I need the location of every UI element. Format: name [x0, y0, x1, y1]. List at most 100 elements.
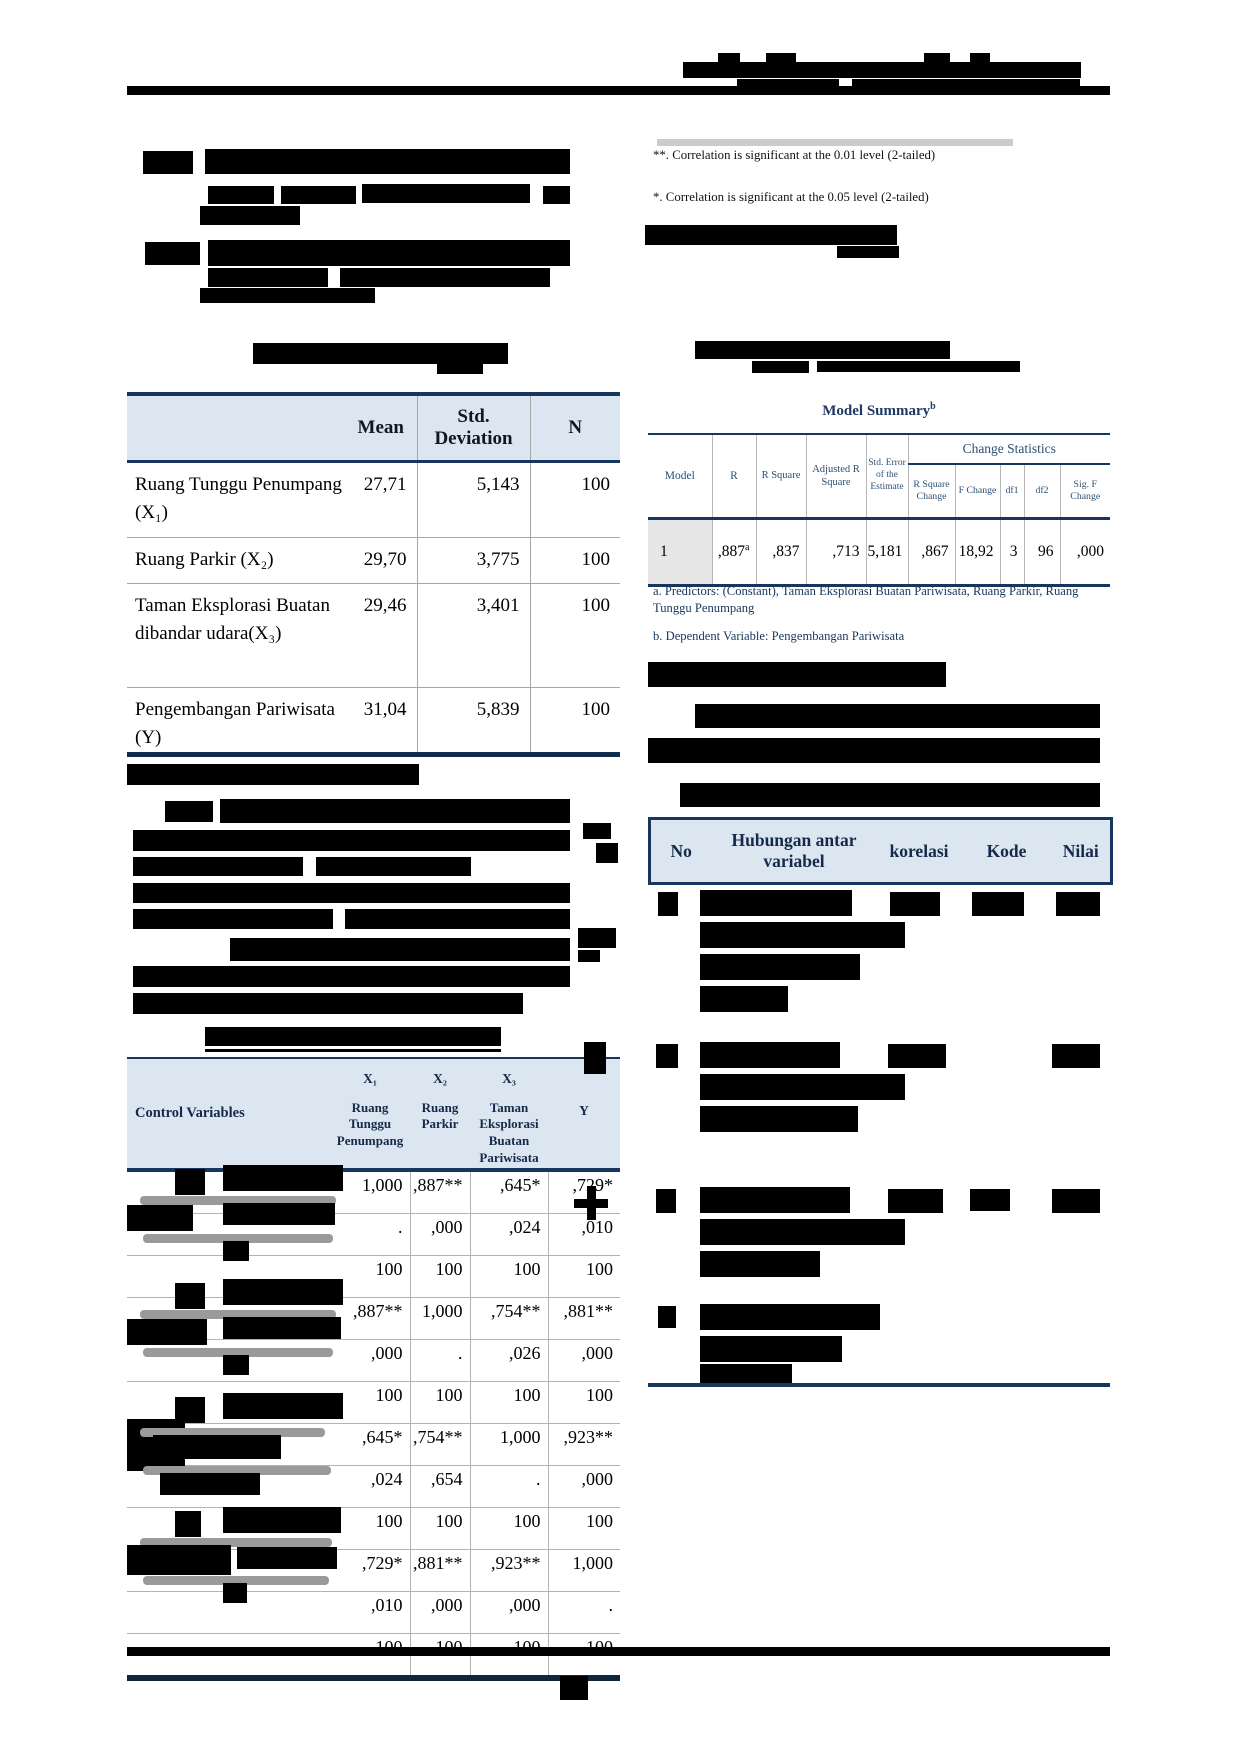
redaction-cell	[700, 1304, 880, 1330]
corr-cell: ,923**	[547, 1423, 620, 1467]
ms-col-r: R	[711, 433, 756, 519]
redaction-caption	[437, 363, 483, 374]
desc-n: 100	[529, 461, 620, 538]
corr-cell: ,010	[330, 1591, 410, 1635]
ms-std-error-value: 5,181	[865, 517, 908, 587]
corr-col-x1: X₁ Ruang Tunggu Penumpang	[330, 1056, 410, 1173]
redaction-cell	[700, 922, 905, 948]
redaction-sublabel	[140, 1310, 336, 1319]
corr-cell: ,000	[409, 1591, 470, 1635]
redaction-row-label	[223, 1165, 343, 1191]
significance-note-01: **. Correlation is significant at the 0.…	[653, 148, 936, 162]
desc-row-label: Pengembangan Pariwisata (Y)	[127, 687, 345, 758]
redaction-sublabel	[140, 1538, 332, 1547]
corr-cell: 100	[547, 1255, 620, 1299]
ms-f-change-value: 18,92	[954, 517, 1000, 587]
corr-cell: .	[409, 1339, 470, 1383]
redaction-margin-mark	[578, 950, 600, 962]
redaction-row-label	[175, 1511, 201, 1537]
model-summary-title: Model Summaryb	[822, 401, 936, 419]
redaction-text	[281, 186, 356, 204]
desc-mean: 29,46	[345, 583, 417, 688]
corr-cell: 100	[409, 1381, 470, 1425]
redaction-text	[200, 288, 375, 303]
desc-col-mean: Mean	[345, 392, 417, 463]
redaction-cell	[700, 986, 788, 1012]
redaction-caption	[205, 1027, 501, 1046]
redaction-sublabel	[143, 1466, 331, 1475]
corr-cell: 1,000	[547, 1549, 620, 1593]
redaction-heading	[645, 225, 897, 245]
corr-cell: ,000	[330, 1339, 410, 1383]
redaction-header	[737, 79, 839, 88]
corr-cell: .	[330, 1213, 410, 1257]
redaction-heading	[837, 246, 899, 258]
ms-col-model: Model	[648, 433, 712, 519]
corr-col-y-sym: Y	[579, 1103, 589, 1118]
relation-summary-table: No Hubungan antar variabel korelasi Kode…	[648, 817, 1113, 885]
desc-col-std: Std. Deviation	[416, 392, 530, 463]
corr-col-x3-sym: X₃	[502, 1071, 516, 1086]
corr-cell: ,881**	[547, 1297, 620, 1341]
redaction-row-label	[237, 1547, 337, 1569]
desc-n: 100	[529, 583, 620, 688]
redaction-caption	[695, 341, 950, 359]
corr-cell: ,024	[469, 1213, 548, 1257]
corr-col-x2-name: Ruang Parkir	[421, 1099, 459, 1132]
redaction-cell	[658, 892, 678, 916]
redaction-header	[683, 62, 1081, 78]
corr-cell: ,024	[330, 1465, 410, 1509]
redaction-cell	[700, 1187, 850, 1213]
redaction-header	[970, 53, 990, 64]
corr-cell: ,887**	[330, 1297, 410, 1341]
ms-sig-f-change-value: ,000	[1059, 517, 1111, 587]
corr-cell: ,000	[469, 1591, 548, 1635]
redaction-cell	[888, 1044, 946, 1068]
corr-col-x3: X₃ Taman Eksplorasi Buatan Pariwisata	[470, 1056, 548, 1173]
redaction-cell	[888, 1189, 943, 1213]
redaction-sublabel	[140, 1196, 336, 1205]
redaction-row-label	[223, 1507, 341, 1533]
redaction-row-label	[175, 1169, 205, 1195]
redaction-margin-mark	[596, 843, 618, 863]
corr-cell: 1,000	[330, 1170, 410, 1215]
redaction-text	[680, 783, 1100, 807]
redaction-text	[133, 966, 570, 987]
redaction-text	[543, 186, 570, 204]
redaction-margin-mark	[578, 928, 616, 948]
ms-r-square-value: ,837	[755, 517, 806, 587]
desc-std: 3,401	[416, 583, 530, 688]
redaction-row-label	[223, 1583, 247, 1603]
corr-cell: 100	[330, 1381, 410, 1425]
corr-row-label	[127, 1633, 330, 1682]
ms-col-adj-r-square: Adjusted R Square	[805, 433, 866, 519]
redaction-text	[316, 857, 471, 876]
ms-group-change-statistics: Change Statistics	[907, 433, 1111, 464]
desc-mean: 31,04	[345, 687, 417, 758]
redaction-cell	[700, 1106, 858, 1132]
corr-cell: 100	[409, 1507, 470, 1551]
corr-col-x2: X₂ Ruang Parkir	[410, 1056, 470, 1173]
desc-mean: 27,71	[345, 461, 417, 538]
redaction-text	[345, 909, 570, 929]
corr-col-x1-name: Ruang Tunggu Penumpang	[336, 1099, 404, 1149]
redaction-cell	[700, 1219, 905, 1245]
desc-mean: 29,70	[345, 537, 417, 584]
corr-cell: ,000	[547, 1465, 620, 1509]
corr-cell: 100	[547, 1507, 620, 1551]
redaction-text	[208, 268, 328, 287]
redaction-text	[695, 704, 1100, 728]
corr-cell: ,000	[409, 1213, 470, 1257]
significance-note-05: *. Correlation is significant at the 0.0…	[653, 190, 929, 204]
corr-cell: 100	[409, 1255, 470, 1299]
corr-cell: 100	[547, 1381, 620, 1425]
rel-col-no: No	[648, 817, 712, 885]
redaction-cell	[700, 1042, 840, 1068]
corr-cell: ,887**	[409, 1170, 470, 1215]
redaction-cell	[700, 1251, 820, 1277]
redaction-text	[143, 151, 193, 174]
redaction-row-label	[223, 1393, 343, 1419]
corr-cell: ,645*	[330, 1423, 410, 1467]
corr-cell: ,881**	[409, 1549, 470, 1593]
ms-col-df2: df2	[1023, 463, 1060, 519]
